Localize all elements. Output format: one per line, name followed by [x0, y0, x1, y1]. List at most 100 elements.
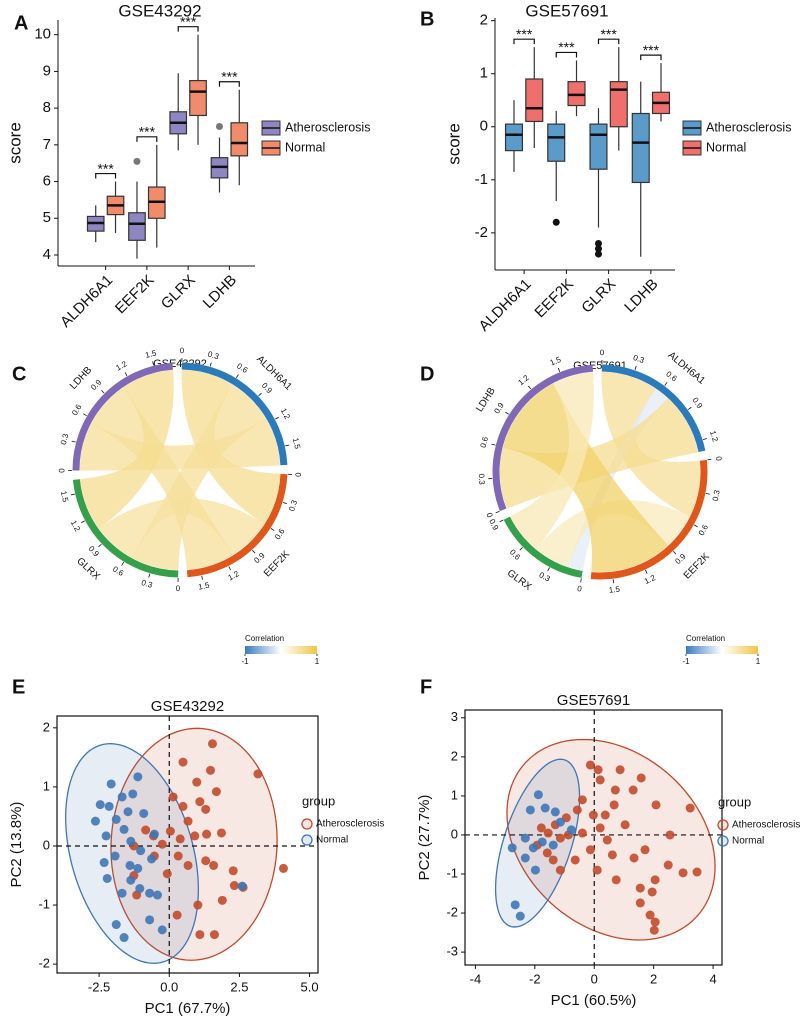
sector-tick-label: 0.9 [89, 377, 104, 392]
x-tick-label: GLRX [158, 272, 199, 313]
sector-tick [634, 365, 637, 370]
point [548, 840, 558, 850]
x-tick-label: LDHB [200, 272, 240, 312]
point [173, 851, 183, 861]
point [629, 853, 639, 863]
x-tick-label: 0.0 [160, 979, 178, 994]
confidence-ellipse [65, 743, 200, 964]
sector-tick-label: 1.5 [198, 581, 211, 592]
point [609, 800, 619, 810]
point [585, 760, 595, 770]
x-axis-label: PC1 (67.7%) [145, 1000, 231, 1017]
colorbar [245, 646, 317, 654]
legend-label: Normal [316, 835, 348, 846]
point [593, 765, 603, 775]
y-tick-label: -1 [475, 171, 488, 188]
point [572, 805, 582, 815]
box [609, 81, 628, 128]
point [165, 826, 175, 836]
sector-tick [209, 362, 212, 367]
y-axis-label: score [444, 123, 463, 165]
sector-tick-label: 0.6 [70, 402, 84, 417]
point [533, 790, 543, 800]
point [207, 739, 217, 749]
outlier [594, 245, 602, 253]
box [504, 123, 524, 152]
point [183, 816, 193, 826]
point [136, 846, 146, 856]
chart-title: GSE43292 [151, 698, 224, 715]
box [631, 112, 650, 184]
y-axis-label: PC2 (27.7%) [416, 795, 433, 881]
point [195, 797, 205, 807]
colorbar-tick-label: 1 [756, 657, 761, 666]
point [117, 792, 127, 802]
point [133, 772, 143, 782]
sector-tick-label: 0.6 [273, 527, 287, 542]
point [216, 828, 226, 838]
point [202, 829, 212, 839]
sector-tick [285, 444, 290, 447]
sector-tick [152, 361, 154, 366]
x-tick-label: 0 [591, 971, 598, 986]
legend-label: Normal [706, 140, 746, 154]
significance-label: *** [97, 160, 114, 176]
point [133, 863, 143, 873]
point [152, 890, 162, 900]
point [178, 757, 188, 767]
sector-tick [664, 382, 668, 386]
sector-tick-label: 0.3 [59, 432, 71, 446]
sector-tick-label: 1.2 [643, 573, 657, 586]
point [172, 910, 182, 920]
point [175, 834, 185, 844]
sector-tick [201, 575, 203, 580]
significance-label: *** [600, 26, 617, 42]
point [577, 828, 587, 838]
y-tick-label: 9 [43, 62, 51, 79]
sector-label: GLRX [74, 556, 102, 583]
y-tick-label: 2 [43, 719, 50, 734]
chart-title: GSE57691 [525, 1, 608, 20]
sector-tick [228, 566, 231, 571]
sector-tick-label: 1.2 [279, 407, 292, 422]
box [525, 78, 544, 123]
plot-area [57, 716, 318, 973]
point [183, 860, 193, 870]
significance-label: *** [139, 124, 156, 140]
sector-tick-label: 0.3 [207, 349, 221, 361]
box [189, 79, 207, 117]
point [157, 839, 167, 849]
sector-tick-label: 0 [485, 512, 495, 520]
point [555, 817, 565, 827]
sector-tick-label: 0.3 [632, 353, 646, 365]
sector-tick [81, 520, 85, 524]
sector-tick [71, 440, 76, 443]
sector-tick-label: 0.6 [479, 435, 491, 449]
y-axis-label: score [5, 122, 24, 164]
chord-link [510, 371, 594, 550]
legend-label: Normal [732, 836, 764, 847]
significance-label: *** [180, 13, 197, 29]
sector-tick [148, 573, 151, 578]
sector-tick [547, 567, 550, 572]
box [547, 123, 566, 162]
legend-marker [301, 818, 313, 830]
sector-tick [258, 392, 262, 397]
y-tick-label: 8 [43, 99, 51, 116]
point [193, 900, 203, 910]
point [106, 779, 116, 789]
chord-link [79, 418, 281, 471]
point [135, 884, 145, 894]
y-tick-label: 10 [34, 26, 51, 43]
sector-tick [101, 389, 105, 394]
significance-label: *** [221, 68, 238, 84]
point [566, 825, 576, 835]
sector-tick [270, 528, 275, 531]
point [650, 917, 660, 927]
significance-label: *** [643, 42, 660, 58]
point [585, 845, 595, 855]
point [126, 836, 136, 846]
point [528, 843, 538, 853]
point [595, 823, 605, 833]
